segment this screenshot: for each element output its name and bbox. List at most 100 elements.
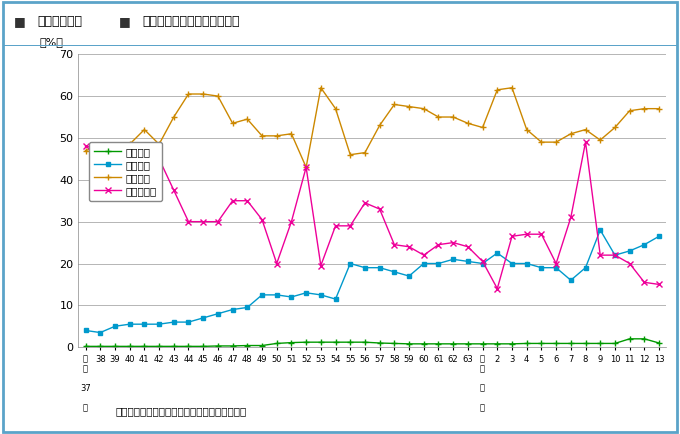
災害予防 <box>464 259 472 264</box>
災害復旧等 <box>375 207 384 212</box>
災害復旧等 <box>479 259 487 264</box>
科学技術 <box>317 339 325 345</box>
災害復旧等 <box>199 219 207 224</box>
科学技術 <box>126 344 134 349</box>
災害復旧等 <box>258 217 266 222</box>
災害予防 <box>566 278 575 283</box>
国土保全 <box>331 106 339 111</box>
災害予防 <box>243 305 252 310</box>
国土保全 <box>214 93 222 99</box>
国土保全 <box>390 102 398 107</box>
科学技術 <box>170 344 178 349</box>
災害復旧等 <box>405 244 413 250</box>
災害復旧等 <box>435 242 443 247</box>
災害復旧等 <box>126 154 134 159</box>
科学技術 <box>655 340 663 345</box>
科学技術 <box>581 341 590 346</box>
科学技術 <box>537 341 545 346</box>
災害復旧等 <box>331 223 339 228</box>
災害復旧等 <box>346 223 354 228</box>
科学技術 <box>566 341 575 346</box>
科学技術 <box>214 343 222 349</box>
災害予防 <box>96 330 104 335</box>
科学技術 <box>523 341 531 346</box>
国土保全 <box>199 92 207 97</box>
災害予防 <box>552 265 560 270</box>
Text: 37: 37 <box>80 384 91 393</box>
災害復旧等 <box>288 219 296 224</box>
Text: 図２－３－１: 図２－３－１ <box>37 15 82 28</box>
災害復旧等 <box>626 261 634 266</box>
科学技術 <box>184 344 192 349</box>
科学技術 <box>82 344 90 349</box>
Text: 元: 元 <box>480 384 485 393</box>
科学技術 <box>273 341 281 346</box>
科学技術 <box>140 344 148 349</box>
災害予防 <box>126 322 134 327</box>
国土保全 <box>641 106 649 111</box>
災害予防 <box>493 250 501 256</box>
科学技術 <box>228 343 237 349</box>
災害復旧等 <box>493 286 501 291</box>
災害予防 <box>611 253 619 258</box>
国土保全 <box>420 106 428 111</box>
災害復旧等 <box>184 219 192 224</box>
国土保全 <box>258 133 266 138</box>
災害予防 <box>405 273 413 279</box>
災害予防 <box>302 290 310 296</box>
国土保全 <box>126 141 134 147</box>
Text: 成: 成 <box>480 365 485 374</box>
災害復旧等 <box>302 164 310 170</box>
災害復旧等 <box>420 253 428 258</box>
災害復旧等 <box>140 156 148 161</box>
国土保全 <box>155 141 163 147</box>
科学技術 <box>596 341 605 346</box>
国土保全 <box>611 125 619 130</box>
国土保全 <box>508 85 516 90</box>
国土保全 <box>566 131 575 136</box>
国土保全 <box>405 104 413 109</box>
災害復旧等 <box>464 244 472 250</box>
災害予防 <box>641 242 649 247</box>
災害予防 <box>375 265 384 270</box>
Text: 年: 年 <box>480 403 485 412</box>
国土保全 <box>288 131 296 136</box>
Line: 科学技術: 科学技術 <box>82 336 662 349</box>
災害復旧等 <box>581 140 590 145</box>
科学技術 <box>626 336 634 342</box>
科学技術 <box>288 340 296 345</box>
科学技術 <box>96 344 104 349</box>
災害復旧等 <box>552 261 560 266</box>
災害予防 <box>170 319 178 325</box>
国土保全 <box>537 140 545 145</box>
国土保全 <box>140 127 148 132</box>
災害復旧等 <box>390 242 398 247</box>
Text: 防災関係予算内訳割合の推移: 防災関係予算内訳割合の推移 <box>143 15 240 28</box>
科学技術 <box>449 341 457 346</box>
科学技術 <box>243 343 252 348</box>
Text: ■: ■ <box>119 15 131 28</box>
災害予防 <box>390 269 398 274</box>
Text: （%）: （%） <box>40 37 64 47</box>
科学技術 <box>331 339 339 345</box>
災害予防 <box>331 296 339 302</box>
科学技術 <box>155 344 163 349</box>
科学技術 <box>405 341 413 346</box>
災害復旧等 <box>508 233 516 239</box>
Line: 国土保全: 国土保全 <box>82 85 662 171</box>
災害予防 <box>258 292 266 297</box>
科学技術 <box>508 341 516 346</box>
災害予防 <box>537 265 545 270</box>
国土保全 <box>375 123 384 128</box>
国土保全 <box>493 87 501 92</box>
国土保全 <box>435 115 443 120</box>
災害復旧等 <box>243 198 252 203</box>
国土保全 <box>111 148 119 153</box>
国土保全 <box>96 144 104 149</box>
科学技術 <box>346 339 354 345</box>
災害予防 <box>82 328 90 333</box>
災害予防 <box>420 261 428 266</box>
国土保全 <box>302 164 310 170</box>
科学技術 <box>111 344 119 349</box>
科学技術 <box>420 341 428 346</box>
